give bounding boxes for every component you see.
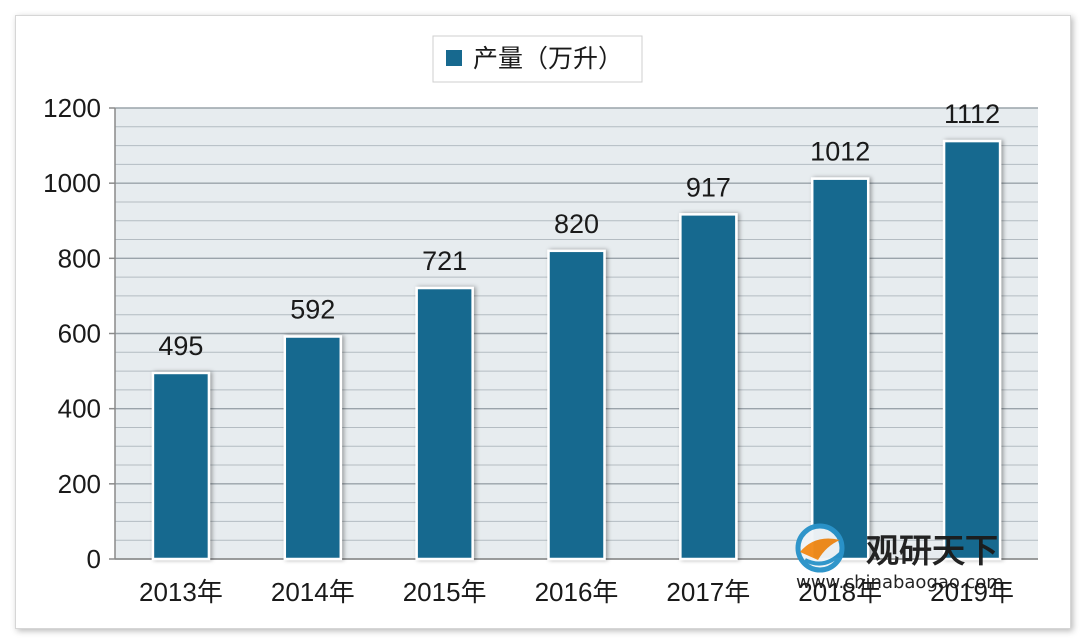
x-tick-label: 2015年 [403, 577, 487, 607]
legend: 产量（万升） [432, 35, 643, 83]
bar [942, 139, 1002, 561]
watermark: 观研天下 www.chinabaogao.com [795, 523, 1004, 593]
x-tick-label: 2013年 [139, 577, 223, 607]
x-tick-label: 2016年 [535, 577, 619, 607]
watermark-name: 观研天下 [866, 531, 998, 570]
data-label: 721 [422, 246, 467, 276]
data-label: 917 [686, 172, 731, 202]
y-tick-label: 800 [58, 243, 101, 273]
bars [151, 139, 1002, 561]
bar [283, 335, 343, 561]
watermark-logo-icon [795, 523, 845, 573]
bar [547, 249, 606, 561]
bar [810, 177, 870, 561]
x-tick-label: 2014年 [271, 577, 355, 607]
y-tick-label: 200 [58, 469, 101, 499]
x-axis-labels: 2013年 2014年 2015年 2016年 2017年 2018年 2019年 [139, 577, 1014, 607]
legend-box [432, 35, 643, 83]
watermark-url: www.chinabaogao.com [796, 572, 1004, 593]
data-label: 1112 [944, 99, 1000, 129]
data-label: 495 [158, 331, 203, 361]
x-tick-label: 2018年 [798, 577, 882, 607]
bar [415, 286, 474, 561]
x-tick-label: 2017年 [666, 577, 750, 607]
data-label: 820 [554, 209, 599, 239]
data-label: 1012 [810, 137, 870, 167]
y-axis-labels: 0 200 400 600 800 1000 1200 [43, 93, 101, 574]
y-tick-label: 600 [58, 319, 101, 349]
y-tick-label: 1000 [43, 168, 101, 198]
x-tick-label: 2019年 [930, 577, 1014, 607]
y-tick-label: 0 [87, 544, 101, 574]
legend-label: 产量（万升） [473, 44, 623, 73]
bar [151, 371, 211, 561]
y-tick-label: 400 [58, 394, 101, 424]
legend-swatch [446, 50, 462, 66]
y-tick-label: 1200 [43, 93, 101, 123]
bar [679, 213, 738, 561]
data-label: 592 [290, 295, 335, 325]
data-labels: 495 592 721 820 917 1012 1112 [158, 99, 1000, 361]
